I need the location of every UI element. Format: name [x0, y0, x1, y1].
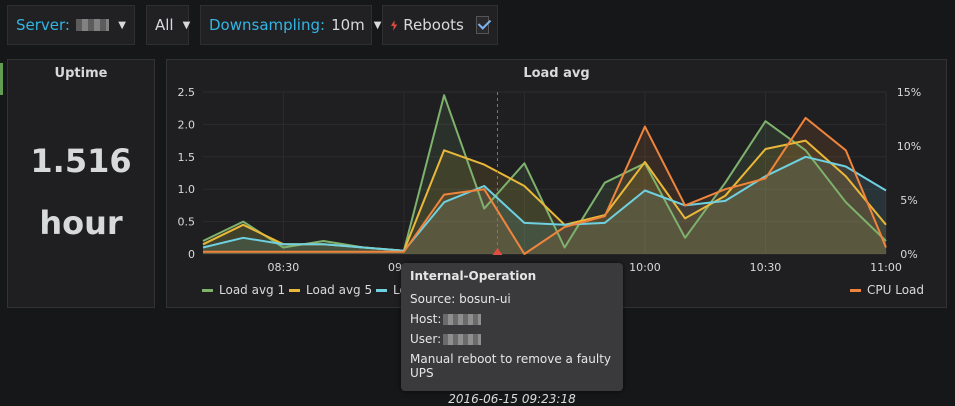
annotation-marker-icon[interactable]	[492, 248, 503, 255]
y-right-tick-label: 0%	[900, 248, 917, 261]
x-tick-label: 08:30	[268, 261, 300, 274]
uptime-title: Uptime	[54, 66, 108, 81]
chevron-down-icon: ▼	[118, 19, 126, 31]
y-left-tick-label: 0.5	[178, 216, 196, 229]
uptime-panel: Uptime 1.516 hour	[7, 59, 155, 308]
series-area	[203, 140, 886, 254]
tooltip-source: Source: bosun-ui	[410, 292, 511, 306]
server-selector[interactable]: Server: ▼	[7, 5, 135, 45]
all-selector[interactable]: All ▼	[146, 5, 191, 45]
lightning-icon	[391, 19, 398, 31]
series-line	[202, 155, 887, 252]
all-label: All	[155, 16, 174, 34]
y-left-tick-label: 1.5	[178, 151, 196, 164]
tooltip-title: Internal-Operation	[410, 269, 537, 283]
tooltip-host: Host:	[410, 312, 614, 326]
reboots-checkbox[interactable]	[475, 16, 489, 34]
legend-swatch	[289, 288, 300, 292]
server-value-redacted	[75, 19, 110, 31]
x-tick-label: 10:30	[750, 261, 782, 274]
downsampling-selector[interactable]: Downsampling: 10m ▼	[200, 5, 381, 45]
reboots-toggle[interactable]: Reboots	[382, 5, 498, 45]
series-line	[203, 116, 887, 255]
y-left-tick-label: 1.0	[178, 183, 196, 196]
y-right-tick-label: 15%	[897, 86, 921, 99]
x-tick-label: 11:00	[870, 261, 902, 274]
legend-label: Load avg 1	[219, 283, 286, 297]
chart-title: Load avg	[523, 66, 590, 81]
user-redacted	[443, 334, 482, 345]
series-area	[203, 156, 886, 254]
legend-swatch	[376, 288, 387, 292]
host-redacted	[443, 314, 482, 325]
legend-item-cpu-load[interactable]: CPU Load	[850, 283, 924, 297]
legend-item-load-avg-1[interactable]: Load avg 1	[202, 283, 285, 297]
server-label: Server:	[16, 16, 70, 34]
y-left-tick-label: 0	[188, 248, 195, 261]
y-left-tick-label: 2.5	[178, 86, 196, 99]
chevron-down-icon: ▼	[182, 19, 191, 31]
chevron-down-icon: ▼	[373, 19, 382, 31]
y-left-tick-label: 2.0	[178, 118, 196, 131]
legend-label: Load avg 5	[306, 283, 373, 297]
tooltip-user: User:	[410, 332, 614, 346]
legend-swatch	[202, 288, 213, 292]
downsampling-label: Downsampling:	[209, 16, 326, 34]
panel-status-bar	[0, 63, 3, 95]
uptime-value: 1.516	[30, 142, 132, 180]
downsampling-value: 10m	[331, 16, 365, 34]
y-right-tick-label: 10%	[897, 140, 921, 153]
reboots-label: Reboots	[403, 16, 464, 34]
legend-item-load-avg-5[interactable]: Load avg 5	[289, 283, 372, 297]
legend-swatch	[850, 288, 861, 292]
annotation-tooltip: Internal-Operation Source: bosun-ui Host…	[401, 263, 623, 406]
x-tick-label: 10:00	[629, 261, 661, 274]
tooltip-host-label: Host:	[410, 312, 442, 326]
tooltip-timestamp: 2016-06-15 09:23:18	[448, 392, 576, 406]
series-area	[203, 95, 886, 254]
tooltip-user-label: User:	[410, 332, 442, 346]
series-area	[203, 117, 886, 255]
y-right-tick-label: 5%	[900, 194, 917, 207]
legend-label: CPU Load	[867, 283, 924, 297]
uptime-unit: hour	[39, 204, 123, 242]
tooltip-message: Manual reboot to remove a faulty UPS	[410, 352, 612, 380]
